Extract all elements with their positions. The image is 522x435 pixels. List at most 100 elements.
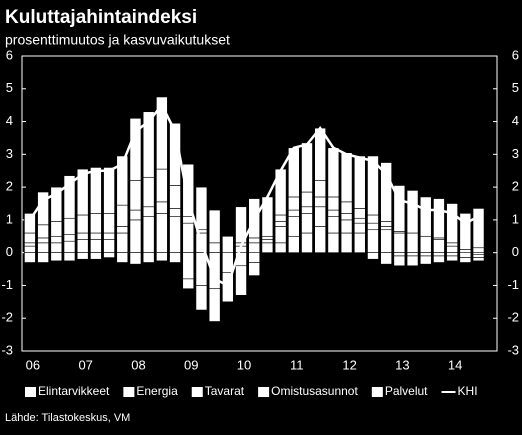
y2-tick-label: 4: [512, 113, 519, 128]
bar-segment: [459, 249, 472, 253]
legend-swatch: [371, 387, 383, 397]
y-tick-label: 3: [6, 146, 13, 161]
bar-segment: [406, 232, 419, 253]
bar-segment: [314, 206, 326, 227]
y-tick-label: 0: [6, 244, 13, 259]
bar-segment: [446, 242, 458, 247]
bar-segment: [76, 232, 89, 240]
bar-segment: [380, 162, 392, 222]
bar-segment: [301, 206, 313, 214]
bar-segment: [169, 252, 181, 263]
bar-segment: [156, 213, 168, 253]
legend-label: Elintarvikkeet: [38, 384, 110, 398]
bar-segment: [446, 255, 458, 262]
bar-segment: [459, 252, 472, 258]
bar-segment: [288, 196, 300, 211]
bar-segment: [340, 213, 353, 221]
x-tick-label: 14: [448, 357, 462, 372]
y2-tick-label: 2: [512, 179, 519, 194]
bar-segment: [248, 237, 261, 244]
x-tick-label: 10: [237, 357, 251, 372]
bar-segment: [459, 257, 472, 263]
bar-segment: [367, 252, 379, 260]
bar-segment: [129, 209, 142, 221]
bar-segment: [406, 252, 419, 257]
bar-segment: [63, 175, 76, 219]
bar-segment: [76, 214, 89, 234]
bar-segment: [76, 239, 89, 253]
bar-segment: [142, 111, 155, 178]
y2-tick-label: -1: [507, 277, 519, 292]
bar-segment: [222, 235, 234, 253]
legend-label: KHI: [458, 384, 478, 398]
bar-segment: [24, 252, 36, 263]
x-tick-label: 09: [184, 357, 198, 372]
legend-label: Energia: [136, 384, 178, 398]
bar-segment: [472, 254, 485, 258]
bar-segment: [156, 201, 168, 214]
bar-segment: [169, 216, 181, 253]
bar-segment: [261, 235, 274, 240]
bar-segment: [235, 206, 247, 244]
legend-swatch: [25, 387, 36, 397]
bar-segment: [380, 221, 392, 227]
bar-segment: [433, 239, 445, 253]
bar-segment: [248, 252, 261, 263]
bar-segment: [433, 198, 445, 239]
bar-segment: [142, 206, 155, 217]
bar-segment: [116, 232, 129, 253]
legend-label: Omistusasunnot: [271, 384, 358, 398]
bar-segment: [419, 235, 432, 253]
chart-title: Kuluttajahintaindeksi: [5, 7, 197, 28]
bar-segment: [248, 262, 261, 276]
source-note: Lähde: Tilastokeskus, VM: [5, 412, 130, 424]
bar-segment: [90, 213, 102, 234]
bar-segment: [90, 239, 102, 253]
bar-segment: [129, 117, 142, 181]
bar-segment: [380, 229, 392, 253]
bar-segment: [63, 217, 76, 235]
bar-segment: [24, 232, 36, 244]
y-tick-label: -1: [1, 277, 13, 292]
bar-segment: [393, 185, 406, 232]
x-tick-label: 08: [131, 357, 145, 372]
bar-segment: [103, 232, 115, 240]
bar-segment: [24, 245, 36, 253]
bar-segment: [327, 147, 340, 198]
bar-segment: [222, 272, 234, 303]
x-tick-label: 07: [78, 357, 92, 372]
bar-segment: [327, 232, 340, 253]
y-tick-label: 6: [6, 47, 13, 62]
bar-segment: [367, 155, 379, 216]
bar-segment: [116, 204, 129, 227]
bar-segment: [327, 196, 340, 211]
bar-segment: [169, 185, 181, 209]
bar-segment: [340, 219, 353, 234]
bar-segment: [340, 232, 353, 253]
bar-segment: [327, 216, 340, 234]
bar-segment: [63, 234, 76, 242]
bar-segment: [195, 186, 208, 231]
bar-segment: [37, 237, 49, 244]
bar-segment: [142, 216, 155, 253]
bar-segment: [24, 242, 36, 247]
bar-segment: [63, 240, 76, 253]
bar-segment: [50, 242, 63, 253]
bar-segment: [37, 252, 49, 263]
bar-segment: [50, 252, 63, 262]
bar-segment: [182, 252, 195, 280]
bar-segment: [274, 221, 287, 227]
bar-segment: [274, 214, 287, 222]
bar-segment: [393, 232, 406, 253]
bar-segment: [446, 203, 458, 244]
bar-segment: [222, 252, 234, 273]
bar-segment: [472, 247, 485, 253]
bar-segment: [235, 265, 247, 296]
bar-segment: [393, 252, 406, 257]
bar-segment: [419, 196, 432, 237]
bar-segment: [116, 226, 129, 234]
bar-segment: [367, 222, 379, 231]
plot-frame: [21, 55, 498, 352]
x-tick-label: 11: [290, 357, 304, 372]
y-tick-label: -3: [1, 342, 13, 357]
